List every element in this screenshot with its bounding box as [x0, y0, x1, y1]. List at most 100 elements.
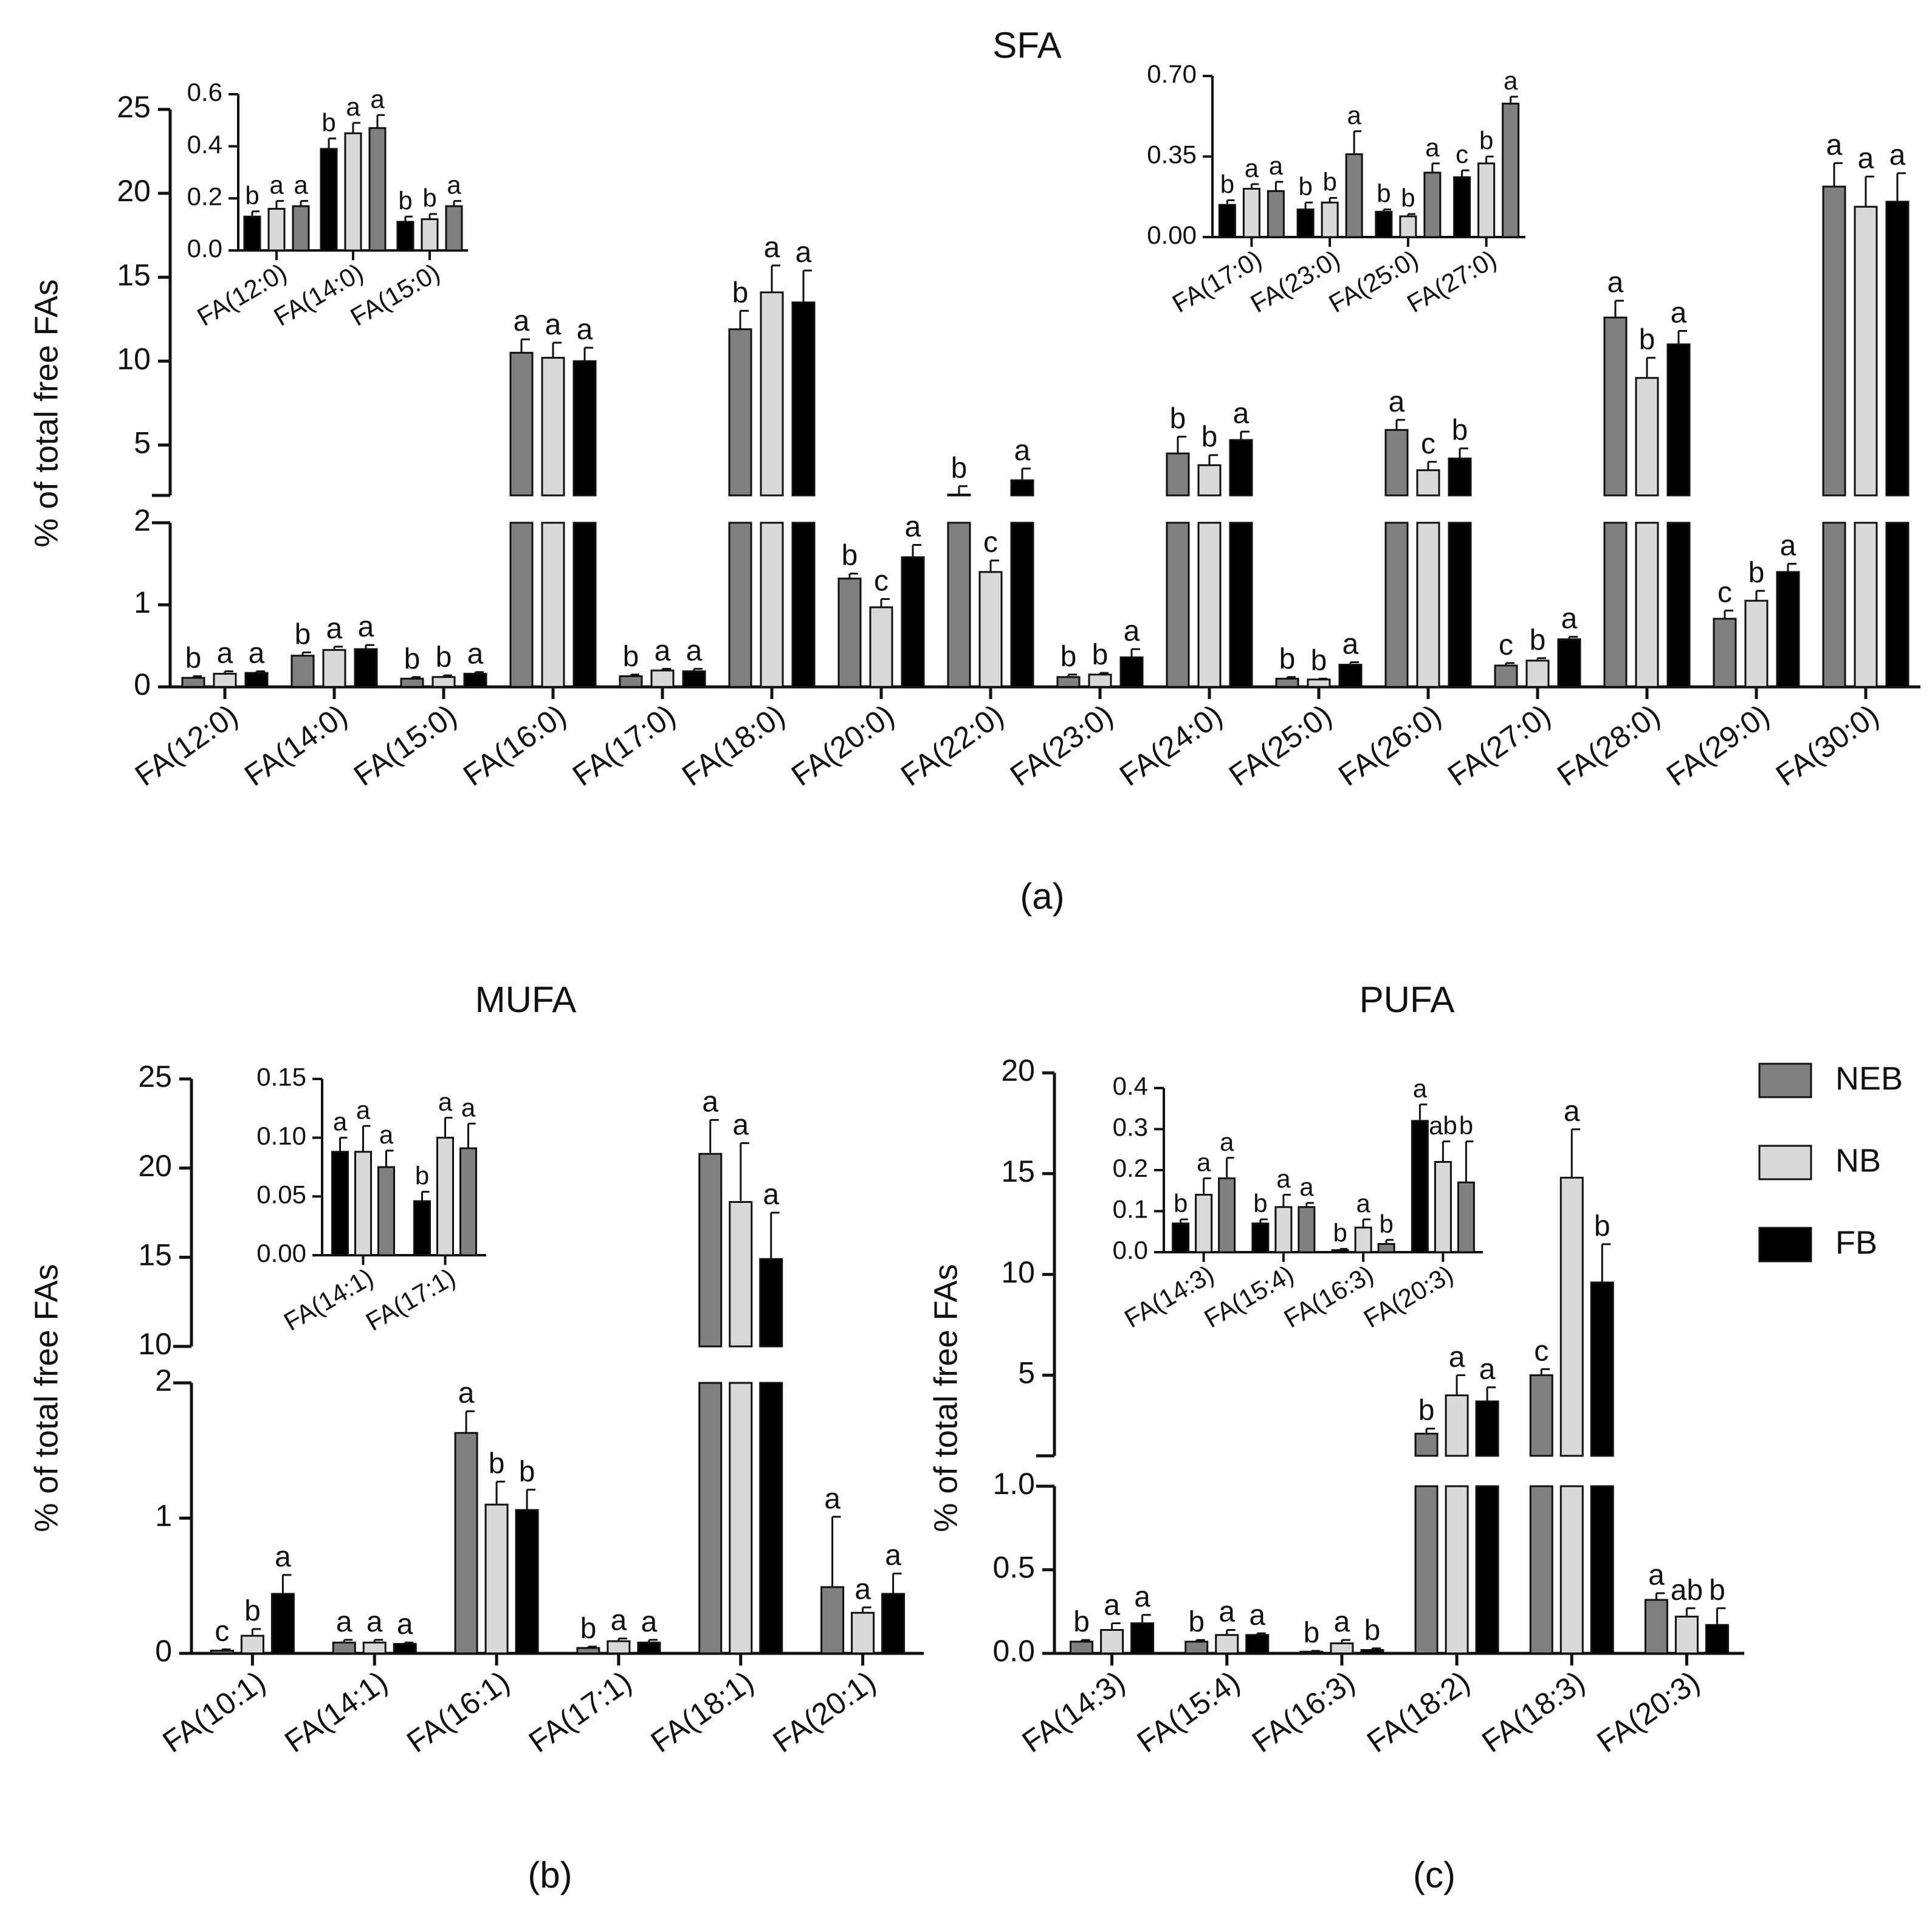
bar	[1559, 1176, 1584, 1457]
significance-letter: a	[1389, 386, 1405, 418]
bar	[572, 522, 597, 688]
x-tick-label: FA(16:1)	[400, 1664, 515, 1759]
bar	[362, 1641, 387, 1655]
inset-significance-letter: b	[1220, 170, 1234, 198]
significance-letter: b	[1092, 639, 1109, 671]
y-tick-label: 0.0	[992, 1634, 1035, 1668]
x-tick-label: FA(14:1)	[278, 1664, 393, 1759]
inset-bar	[1251, 1222, 1270, 1253]
significance-letter: ab	[1671, 1574, 1703, 1607]
inset-significance-letter: b	[422, 184, 436, 212]
significance-letter: b	[1188, 1606, 1205, 1638]
bar	[1330, 1642, 1354, 1655]
significance-letter: b	[404, 643, 421, 675]
significance-letter: a	[577, 314, 593, 346]
bar	[213, 672, 237, 688]
bar	[270, 1593, 295, 1655]
bar	[210, 1650, 234, 1655]
bar	[729, 1382, 753, 1655]
bar	[1822, 522, 1846, 688]
y-tick-label: 0.5	[992, 1551, 1035, 1585]
bar	[1119, 656, 1144, 688]
bar	[1590, 1281, 1614, 1457]
y-axis-label: % of total free FAs	[927, 1264, 964, 1532]
significance-letter: a	[732, 1109, 749, 1142]
inset-significance-letter: a	[294, 171, 308, 199]
bar	[240, 1635, 264, 1655]
inset-significance-letter: b	[398, 186, 412, 215]
bar	[1705, 1624, 1729, 1655]
inset-x-tick-label: FA(23:0)	[1246, 244, 1345, 318]
inset-bar	[1218, 1177, 1236, 1253]
inset-bar	[354, 1151, 372, 1256]
significance-letter: a	[275, 1541, 291, 1573]
bar	[728, 522, 752, 688]
inset-significance-letter: a	[346, 92, 360, 121]
significance-letter: b	[842, 540, 858, 572]
significance-letter: b	[1530, 624, 1546, 656]
bar	[181, 677, 205, 688]
bar	[454, 1431, 478, 1655]
bar	[729, 1201, 753, 1348]
bar	[1184, 1641, 1209, 1655]
significance-letter: c	[1499, 629, 1513, 661]
significance-letter: a	[1233, 398, 1250, 430]
bar	[1529, 1374, 1553, 1457]
inset-bar	[1274, 1206, 1293, 1253]
significance-letter: a	[655, 635, 671, 667]
inset-x-tick-label: FA(27:0)	[1402, 244, 1501, 318]
inset-bar	[396, 221, 414, 252]
significance-letter: b	[436, 641, 452, 674]
significance-letter: b	[1418, 1394, 1435, 1427]
bar	[431, 676, 456, 688]
bar	[1445, 1394, 1469, 1457]
significance-letter: b	[951, 452, 968, 484]
significance-letter: b	[1304, 1617, 1320, 1649]
bar	[1603, 316, 1628, 497]
x-tick-label: FA(24:0)	[1113, 698, 1228, 793]
y-tick-label: 5	[1018, 1356, 1035, 1390]
bar	[1070, 1641, 1094, 1655]
inset-significance-letter: b	[1377, 179, 1391, 208]
bar	[1557, 638, 1581, 688]
chart-title: PUFA	[1360, 979, 1455, 1020]
significance-letter: a	[1014, 435, 1031, 467]
y-tick-label: 1.0	[992, 1467, 1035, 1501]
inset-x-tick-label: FA(17:0)	[1167, 244, 1267, 318]
bar	[1384, 522, 1409, 688]
inset-significance-letter: a	[461, 1093, 476, 1121]
inset-significance-letter: b	[1174, 1189, 1188, 1218]
bar	[1229, 439, 1253, 497]
significance-letter: a	[336, 1606, 352, 1638]
significance-letter: a	[1219, 1596, 1235, 1628]
bar	[1245, 1634, 1270, 1655]
bar	[354, 648, 378, 688]
significance-letter: b	[1748, 557, 1765, 589]
significance-letter: c	[874, 565, 889, 598]
significance-letter: a	[905, 511, 921, 543]
inset-significance-letter: a	[1356, 1189, 1370, 1218]
inset-bar	[445, 205, 463, 252]
bar	[515, 1509, 539, 1655]
bar	[901, 556, 925, 688]
inset-bar	[1453, 176, 1471, 238]
significance-letter: b	[519, 1456, 535, 1488]
significance-letter: a	[611, 1605, 627, 1637]
bar	[393, 1642, 417, 1655]
x-tick-label: FA(10:1)	[157, 1664, 272, 1759]
x-tick-label: FA(20:1)	[767, 1664, 882, 1759]
bar	[851, 1611, 875, 1655]
inset-bar	[292, 205, 310, 252]
significance-letter: c	[215, 1615, 229, 1647]
inset-bar	[1296, 208, 1315, 238]
bar	[509, 522, 534, 688]
y-tick-label: 15	[117, 258, 151, 292]
significance-letter: a	[217, 637, 233, 669]
inset-y-tick-label: 0.00	[256, 1239, 306, 1267]
bar	[1635, 377, 1659, 497]
significance-letter: a	[326, 613, 343, 645]
bar	[1445, 1485, 1469, 1655]
bar	[1885, 522, 1910, 688]
significance-letter: b	[1061, 641, 1077, 673]
x-tick-label: FA(23:0)	[1004, 698, 1119, 793]
